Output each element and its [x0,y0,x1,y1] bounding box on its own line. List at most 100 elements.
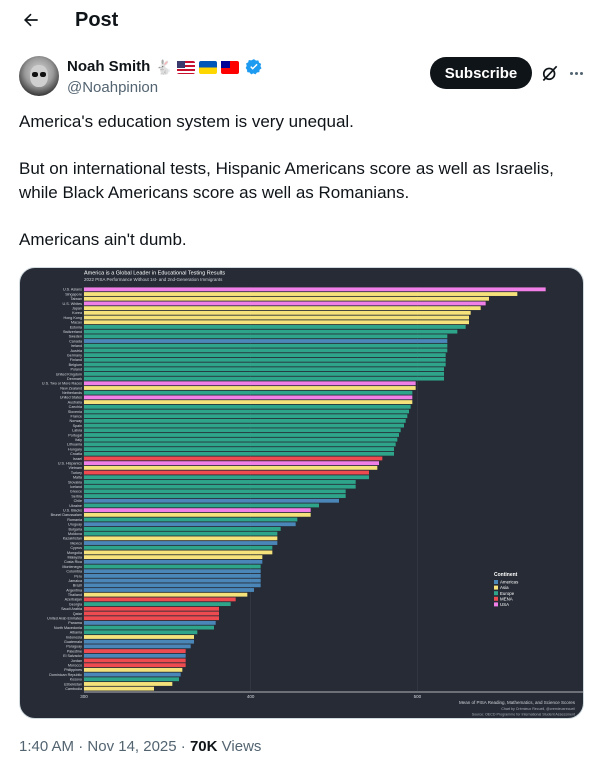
category-label: Japan [72,306,82,310]
views-label: Views [221,738,262,755]
bar-philippines [84,667,183,672]
bar-estonia [84,325,466,329]
category-label: Georgia [69,602,83,606]
bar-paraguay [84,644,191,649]
post-time[interactable]: 1:40 AM [19,738,75,755]
bar-cambodia [84,686,154,691]
bar-hungary [84,447,394,451]
bar-netherlands [84,390,413,395]
legend-swatch-americas [494,580,498,584]
bar-canada [84,339,448,343]
category-label: Indonesia [66,635,83,639]
top-bar: Post [0,0,606,40]
legend-label: Europe [500,591,515,596]
bar-united-arab-emirates [84,616,219,621]
category-label: Singapore [65,292,82,296]
bar-colombia [84,569,261,574]
category-label: Philippines [64,668,82,672]
category-label: U.S. Two or More Races [42,382,82,386]
bar-u-s-blacks [84,508,311,513]
category-label: Hungary [68,447,82,451]
bar-panama [84,620,216,625]
bar-turkey [84,470,369,475]
more-options-icon[interactable] [566,63,586,83]
author-name[interactable]: Noah Smith [67,58,151,75]
category-label: Thailand [68,593,82,597]
bar-spain [84,423,404,428]
tweet-paragraph: But on international tests, Hispanic Ame… [19,159,554,202]
category-label: Panama [68,621,83,625]
category-label: Finland [70,358,82,362]
bar-moldova [84,531,278,536]
bar-argentina [84,588,254,592]
category-label: Colombia [66,570,83,574]
post-metadata: 1:40 AM · Nov 14, 2025 · 70K Views [19,738,262,755]
category-label: France [71,415,82,419]
bar-indonesia [84,635,194,639]
bar-denmark [84,376,444,381]
author-name-row[interactable]: Noah Smith 🐇 [67,57,263,77]
bar-u-s-hispanics [84,461,379,466]
bar-u-s-asians [84,287,546,292]
legend-label: Asia [500,585,509,590]
bar-finland [84,357,446,362]
chart-footer-line: Source: OECD Programme for International… [472,713,575,717]
category-label: U.S. Blacks [63,508,82,512]
category-label: Norway [70,419,83,423]
author-handle[interactable]: @Noahpinion [67,79,159,96]
category-label: United Arab Emirates [47,617,82,621]
bar-morocco [84,663,186,668]
category-label: Jamaica [68,579,83,583]
bar-japan [84,306,481,311]
category-label: Italy [75,438,82,442]
bar-malta [84,475,369,480]
category-label: Malta [73,476,83,480]
category-label: U.S. Whites [63,302,83,306]
post-date[interactable]: Nov 14, 2025 [87,738,177,755]
bar-macao [84,320,469,325]
bar-mongolia [84,550,273,555]
bar-romania [84,517,298,522]
back-arrow-icon[interactable] [19,8,43,32]
bar-greece [84,489,346,494]
category-label: Brunei Darussalam [51,513,82,517]
bar-saudi-arabia [84,606,219,611]
tweet-paragraph: Americans ain't dumb. [19,229,187,249]
bar-latvia [84,428,401,433]
category-label: Spain [73,424,82,428]
bar-palestine [84,649,186,653]
category-label: New Zealand [60,386,82,390]
subscribe-button[interactable]: Subscribe [430,57,532,89]
bar-mexico [84,541,278,545]
category-label: Guatemala [64,640,83,644]
bar-jamaica [84,578,261,583]
category-label: Kazakhstan [63,537,82,541]
category-label: Hong Kong [64,316,82,320]
grok-icon[interactable] [540,63,560,83]
bar-norway [84,418,406,423]
bar-singapore [84,292,518,296]
category-label: Costa Rica [64,560,83,564]
bar-georgia [84,602,231,607]
category-label: Azerbaijan [65,598,82,602]
category-label: Sweden [69,335,82,339]
tweet-paragraph: America's education system is very unequ… [19,112,354,131]
category-label: Qatar [73,612,83,616]
category-label: Ireland [71,344,82,348]
avatar-sunglass-left [32,72,38,77]
bar-united-kingdom [84,371,444,376]
avatar[interactable] [19,56,59,96]
category-label: Israel [73,457,82,461]
category-label: Belgium [69,363,82,367]
bar-hong-kong [84,315,469,320]
bar-austria [84,348,448,353]
chart-subtitle: 2022 PISA Performance Without 1st- and 2… [84,277,223,282]
bar-kosovo [84,677,179,682]
category-label: Kosovo [70,678,82,682]
views-count: 70K [189,738,218,755]
category-label: Taiwan [71,297,82,301]
taiwan-flag-icon [220,60,239,74]
bar-ireland [84,343,448,348]
chart-image[interactable]: America is a Global Leader in Educationa… [19,267,584,719]
